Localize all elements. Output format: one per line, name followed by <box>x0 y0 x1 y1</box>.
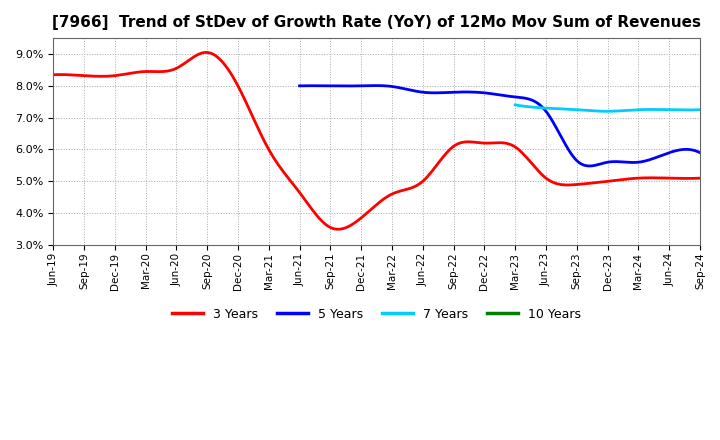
3 Years <box>202 50 211 55</box>
3 Years <box>449 144 458 149</box>
Line: 3 Years: 3 Years <box>53 52 700 229</box>
3 Years <box>436 158 445 163</box>
7 Years <box>667 107 676 112</box>
7 Years <box>696 107 704 112</box>
3 Years <box>334 227 343 232</box>
7 Years <box>603 109 611 114</box>
5 Years <box>372 83 380 88</box>
5 Years <box>696 150 704 155</box>
3 Years <box>598 179 607 184</box>
3 Years <box>438 155 447 160</box>
5 Years <box>535 102 544 107</box>
3 Years <box>51 72 60 77</box>
3 Years <box>49 72 58 77</box>
5 Years <box>636 159 644 165</box>
7 Years <box>679 107 688 113</box>
7 Years <box>621 108 630 113</box>
Title: [7966]  Trend of StDev of Growth Rate (YoY) of 12Mo Mov Sum of Revenues: [7966] Trend of StDev of Growth Rate (Yo… <box>52 15 701 30</box>
5 Years <box>295 83 304 88</box>
7 Years <box>621 108 629 113</box>
7 Years <box>511 103 520 108</box>
5 Years <box>534 101 542 106</box>
7 Years <box>511 102 520 107</box>
5 Years <box>541 109 550 114</box>
7 Years <box>624 108 633 113</box>
3 Years <box>696 176 704 181</box>
Line: 7 Years: 7 Years <box>516 105 700 111</box>
5 Years <box>297 83 305 88</box>
Legend: 3 Years, 5 Years, 7 Years, 10 Years: 3 Years, 5 Years, 7 Years, 10 Years <box>167 303 586 326</box>
3 Years <box>639 175 648 180</box>
Line: 5 Years: 5 Years <box>300 86 700 166</box>
5 Years <box>661 151 670 157</box>
5 Years <box>585 163 593 169</box>
